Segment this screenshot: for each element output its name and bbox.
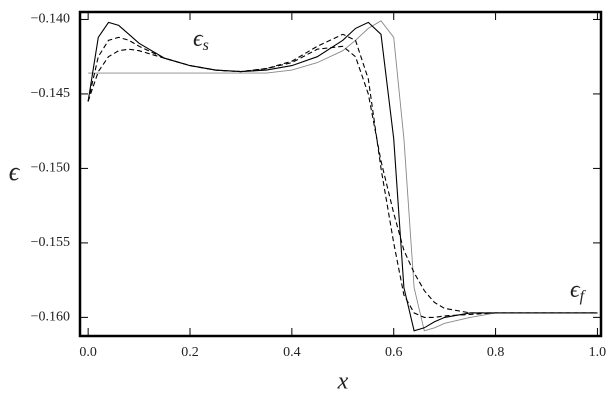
x-tick-label: 0.6 bbox=[385, 345, 403, 360]
y-axis-label: ϵ bbox=[9, 157, 21, 186]
y-tick-label: −0.145 bbox=[31, 86, 70, 101]
y-tick-label: −0.155 bbox=[31, 235, 70, 250]
y-tick-label: −0.140 bbox=[31, 12, 70, 27]
annotation-symbol: ϵ bbox=[193, 26, 204, 52]
x-tick-label: 0.0 bbox=[79, 345, 97, 360]
x-axis-label: x bbox=[337, 369, 349, 395]
line-series bbox=[88, 20, 598, 332]
x-tick-label: 0.8 bbox=[487, 345, 505, 360]
line-series bbox=[87, 33, 598, 318]
annotation: ϵf bbox=[570, 277, 587, 305]
x-tick-label: 0.2 bbox=[181, 345, 199, 360]
annotation: ϵs bbox=[193, 26, 209, 54]
y-tick-label: −0.160 bbox=[31, 310, 70, 325]
annotation-subscript: s bbox=[203, 37, 209, 54]
annotation-subscript: f bbox=[580, 288, 587, 305]
line-series bbox=[87, 21, 598, 332]
plot-frame bbox=[78, 10, 603, 338]
y-tick-label: −0.150 bbox=[31, 161, 70, 176]
x-tick-label: 1.0 bbox=[589, 345, 607, 360]
annotation-symbol: ϵ bbox=[570, 277, 581, 303]
line-series bbox=[87, 45, 598, 314]
x-tick-label: 0.4 bbox=[283, 345, 301, 360]
